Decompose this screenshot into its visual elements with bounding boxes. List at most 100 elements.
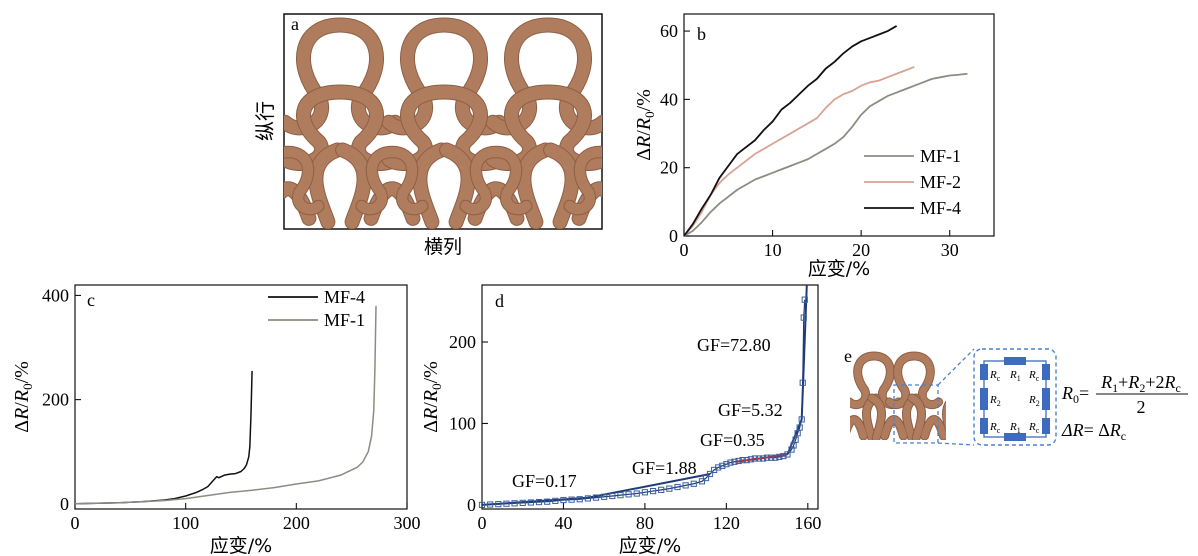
panel-c-frame [74, 284, 408, 510]
panel-c-ylabel: ΔR/R0/% [11, 361, 35, 433]
panel-d-ytick-label: 0 [467, 495, 476, 515]
course-label: 横列 [424, 236, 462, 258]
legend-label-mf4: MF-4 [324, 287, 365, 307]
data-point [690, 480, 697, 487]
gf-annotation-1: GF=0.17 [512, 471, 577, 491]
label-r2-right: R2 [1028, 394, 1040, 408]
data-point [535, 498, 543, 506]
panel-c-ytick-label: 0 [60, 494, 69, 514]
series-line-mf-2 [683, 66, 915, 237]
data-point [792, 436, 799, 443]
resistor-r1-bottom [1004, 433, 1026, 441]
data-point [768, 454, 775, 461]
fit-line-5 [800, 284, 808, 420]
panel-b-xtick-label: 10 [764, 240, 782, 260]
panel-c-xtick-label: 100 [172, 513, 199, 533]
equation-delta-r: ΔR= ΔRc [1061, 420, 1126, 443]
panel-b-letter: b [697, 24, 706, 44]
data-point [649, 487, 657, 495]
panel-e-letter: e [844, 346, 852, 366]
data-point [698, 478, 706, 485]
data-point [592, 494, 600, 501]
panel-d-xtick-label: 0 [478, 513, 487, 533]
data-point [715, 464, 722, 471]
knit-unit-illustration [850, 351, 946, 440]
label-rc-bl: Rc [989, 421, 1001, 435]
data-point [723, 461, 730, 468]
panel-c-ytick-label: 200 [42, 390, 69, 410]
yarn-loop [356, 146, 428, 215]
panel-c-xlabel: 应变/% [210, 535, 272, 556]
data-point [788, 446, 795, 453]
panel-e: e Rc R1 Rc R2 R2 Rc R1 Rc R0= R1+R [844, 346, 1188, 446]
panel-d: 0 40 80 120 160 0 100 200 d 应变/% ΔR/R0/% GF=0.1… [420, 284, 821, 556]
data-point [801, 296, 808, 303]
series-line-mf-4 [683, 25, 898, 237]
eq-r0-numerator: R1+R2+2Rc [1100, 372, 1181, 395]
panel-c: 0 100 200 300 0 200 400 c 应变/% ΔR/R0/% MF-4 MF… [11, 284, 421, 556]
series-line-mf-1 [683, 72, 968, 237]
panel-d-xtick-label: 40 [554, 513, 572, 533]
data-point [478, 501, 486, 509]
data-point [735, 457, 742, 465]
circuit-zoom-box [973, 348, 1057, 446]
equivalent-circuit: Rc R1 Rc R2 R2 Rc R1 Rc [980, 357, 1050, 441]
fit-line-2 [587, 472, 711, 499]
series-line-mf-4 [74, 370, 253, 505]
data-point [747, 456, 754, 463]
data-point [503, 500, 510, 507]
gf-annotation-3: GF=0.35 [700, 430, 765, 450]
panel-d-xtick-label: 120 [713, 513, 740, 533]
data-point [544, 498, 551, 505]
data-point [674, 483, 681, 491]
data-point [731, 458, 738, 465]
data-point [617, 492, 624, 499]
data-point [784, 451, 791, 458]
panel-d-ytick-label: 100 [449, 413, 476, 433]
panel-c-series [74, 305, 377, 505]
gf-annotation-5: GF=72.80 [697, 335, 771, 355]
knit-structure-illustration [284, 17, 602, 229]
panel-c-xtick-label: 200 [283, 513, 310, 533]
gf-annotation-2: GF=1.88 [632, 458, 697, 478]
data-point [633, 490, 640, 497]
panel-b-xtick-label: 20 [852, 240, 870, 260]
panel-b-xtick-label: 30 [941, 240, 959, 260]
data-point [759, 455, 767, 462]
eq-r0-lhs: R0= [1061, 383, 1089, 406]
legend-label-mf1: MF-1 [920, 146, 961, 166]
eq-delta-r: ΔR= ΔRc [1061, 420, 1126, 443]
yarn-loop [460, 146, 532, 215]
selection-box [893, 384, 939, 444]
label-rc-tr: Rc [1028, 369, 1040, 383]
resistor-rc-bottom-left [980, 418, 988, 434]
panel-b-ytick-label: 60 [660, 21, 678, 41]
panel-d-ytick-label: 200 [449, 332, 476, 352]
panel-d-xtick-label: 160 [794, 513, 821, 533]
data-point [552, 497, 559, 504]
data-point [702, 474, 710, 482]
equation-r0: R0= R1+R2+2Rc 2 [1061, 372, 1188, 417]
data-point [576, 496, 583, 503]
panel-d-ylabel: ΔR/R0/% [420, 361, 444, 433]
series-line-mf-1 [74, 305, 377, 505]
panel-b-series [683, 25, 968, 237]
panel-b-ytick-label: 20 [660, 158, 678, 178]
data-point [739, 457, 746, 464]
panel-d-axes: 0 40 80 120 160 0 100 200 [449, 332, 821, 533]
panel-c-axes: 0 100 200 300 0 200 400 [42, 285, 421, 533]
data-point [519, 499, 526, 506]
yarn-loop [284, 146, 324, 215]
yarn-loop [564, 146, 602, 215]
gf-annotation-4: GF=5.32 [718, 400, 783, 420]
panel-c-xtick-label: 300 [394, 513, 421, 533]
data-point [601, 493, 608, 500]
data-point [682, 482, 689, 489]
panel-a-frame [283, 13, 603, 230]
data-point [641, 489, 649, 496]
panel-c-letter: c [87, 290, 95, 310]
panel-d-xtick-label: 80 [636, 513, 654, 533]
data-point [796, 424, 803, 431]
resistor-rc-top-left [980, 364, 988, 380]
yarn-leg [908, 394, 946, 440]
